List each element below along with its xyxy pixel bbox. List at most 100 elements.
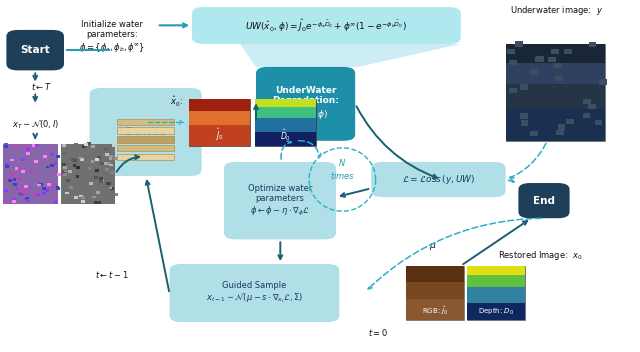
- Bar: [53, 196, 57, 199]
- Text: End: End: [533, 196, 555, 206]
- Bar: [506, 84, 605, 109]
- Bar: [467, 275, 525, 287]
- Bar: [69, 186, 73, 189]
- FancyBboxPatch shape: [224, 162, 336, 239]
- Bar: [88, 142, 92, 145]
- Bar: [521, 120, 529, 126]
- Bar: [46, 189, 50, 192]
- Bar: [104, 148, 108, 151]
- Bar: [189, 99, 250, 111]
- Bar: [39, 183, 43, 186]
- Bar: [255, 132, 316, 146]
- Bar: [9, 175, 13, 178]
- Bar: [8, 179, 12, 182]
- Bar: [189, 125, 250, 146]
- Bar: [104, 163, 108, 165]
- Bar: [95, 169, 99, 172]
- Bar: [63, 170, 67, 172]
- Bar: [506, 63, 605, 84]
- Bar: [34, 160, 38, 163]
- Bar: [61, 171, 65, 174]
- Bar: [88, 167, 92, 170]
- Bar: [43, 155, 47, 158]
- Bar: [72, 164, 76, 167]
- Bar: [21, 158, 25, 161]
- Bar: [595, 120, 602, 125]
- FancyBboxPatch shape: [371, 162, 506, 197]
- Bar: [506, 109, 605, 141]
- Bar: [4, 143, 8, 146]
- Bar: [73, 159, 77, 162]
- Bar: [4, 189, 8, 192]
- Bar: [109, 155, 113, 157]
- Bar: [113, 157, 116, 160]
- Bar: [47, 183, 51, 186]
- Bar: [76, 175, 79, 178]
- Text: Initialize water
parameters:
$\phi = \{\phi_a, \phi_b, \phi^\infty\}$: Initialize water parameters: $\phi = \{\…: [79, 20, 145, 54]
- Bar: [31, 144, 35, 147]
- Text: RGB: $\hat{J}_0$: RGB: $\hat{J}_0$: [422, 304, 449, 317]
- Bar: [108, 184, 111, 187]
- Bar: [520, 84, 528, 89]
- Bar: [63, 166, 67, 169]
- Text: $t = 0$: $t = 0$: [368, 327, 388, 338]
- Bar: [10, 172, 13, 175]
- Bar: [26, 152, 30, 155]
- Bar: [100, 179, 104, 182]
- Bar: [20, 170, 24, 173]
- Bar: [10, 159, 13, 162]
- Bar: [583, 99, 591, 104]
- Bar: [56, 186, 60, 189]
- Bar: [5, 165, 9, 168]
- Bar: [57, 174, 61, 176]
- Bar: [100, 162, 104, 165]
- Bar: [96, 191, 100, 194]
- FancyBboxPatch shape: [116, 119, 174, 125]
- Bar: [72, 158, 76, 161]
- Bar: [24, 185, 28, 188]
- Bar: [79, 157, 83, 159]
- Bar: [62, 144, 66, 146]
- Bar: [33, 193, 36, 196]
- Bar: [35, 144, 39, 146]
- Bar: [62, 163, 66, 165]
- Bar: [548, 57, 556, 62]
- Bar: [105, 168, 109, 171]
- Text: $\mu$: $\mu$: [429, 241, 436, 252]
- Bar: [13, 183, 17, 186]
- FancyBboxPatch shape: [255, 99, 316, 146]
- Bar: [21, 193, 25, 196]
- FancyBboxPatch shape: [192, 7, 461, 44]
- Bar: [554, 63, 562, 68]
- Bar: [508, 49, 515, 55]
- Text: $\mathcal{L} = \mathcal{L}oss\,(y, UW)$: $\mathcal{L} = \mathcal{L}oss\,(y, UW)$: [402, 173, 475, 186]
- Bar: [18, 187, 22, 189]
- FancyBboxPatch shape: [189, 99, 250, 146]
- Bar: [531, 69, 539, 75]
- Bar: [110, 163, 114, 166]
- Polygon shape: [240, 44, 461, 67]
- Bar: [15, 167, 19, 170]
- Bar: [4, 200, 8, 203]
- Text: $t \leftarrow t-1$: $t \leftarrow t-1$: [95, 269, 129, 280]
- Bar: [509, 88, 516, 93]
- Bar: [91, 160, 95, 163]
- Text: Underwater image:  $y$: Underwater image: $y$: [510, 4, 604, 17]
- Bar: [5, 163, 9, 166]
- Text: $x_T\sim\mathcal{N}(0,I)$: $x_T\sim\mathcal{N}(0,I)$: [12, 119, 59, 131]
- Bar: [81, 196, 85, 199]
- Bar: [467, 303, 525, 320]
- Bar: [52, 185, 56, 188]
- Text: $\hat{J}_0$: $\hat{J}_0$: [215, 126, 223, 143]
- Bar: [515, 42, 522, 47]
- Bar: [36, 193, 40, 196]
- Bar: [61, 144, 115, 204]
- Bar: [97, 156, 101, 159]
- Text: $\hat{x}_0$:: $\hat{x}_0$:: [170, 95, 182, 109]
- Bar: [112, 144, 116, 147]
- Bar: [54, 201, 58, 204]
- Bar: [84, 144, 88, 146]
- Bar: [16, 187, 20, 190]
- Text: $N$
$times$: $N$ $times$: [330, 157, 355, 181]
- Bar: [105, 153, 109, 156]
